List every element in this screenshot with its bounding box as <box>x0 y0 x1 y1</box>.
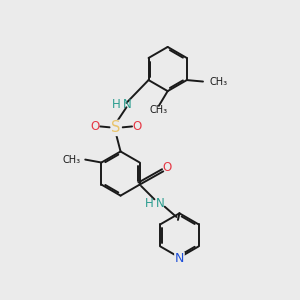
Text: CH₃: CH₃ <box>210 76 228 86</box>
Text: CH₃: CH₃ <box>62 154 80 165</box>
Text: O: O <box>133 120 142 133</box>
Text: N: N <box>175 252 184 266</box>
Text: CH₃: CH₃ <box>150 105 168 115</box>
Text: O: O <box>162 161 171 174</box>
Text: S: S <box>112 120 121 135</box>
Text: H: H <box>112 98 121 111</box>
Text: N: N <box>156 197 165 210</box>
Text: N: N <box>123 98 132 111</box>
Text: O: O <box>90 120 100 133</box>
Text: H: H <box>145 197 154 210</box>
